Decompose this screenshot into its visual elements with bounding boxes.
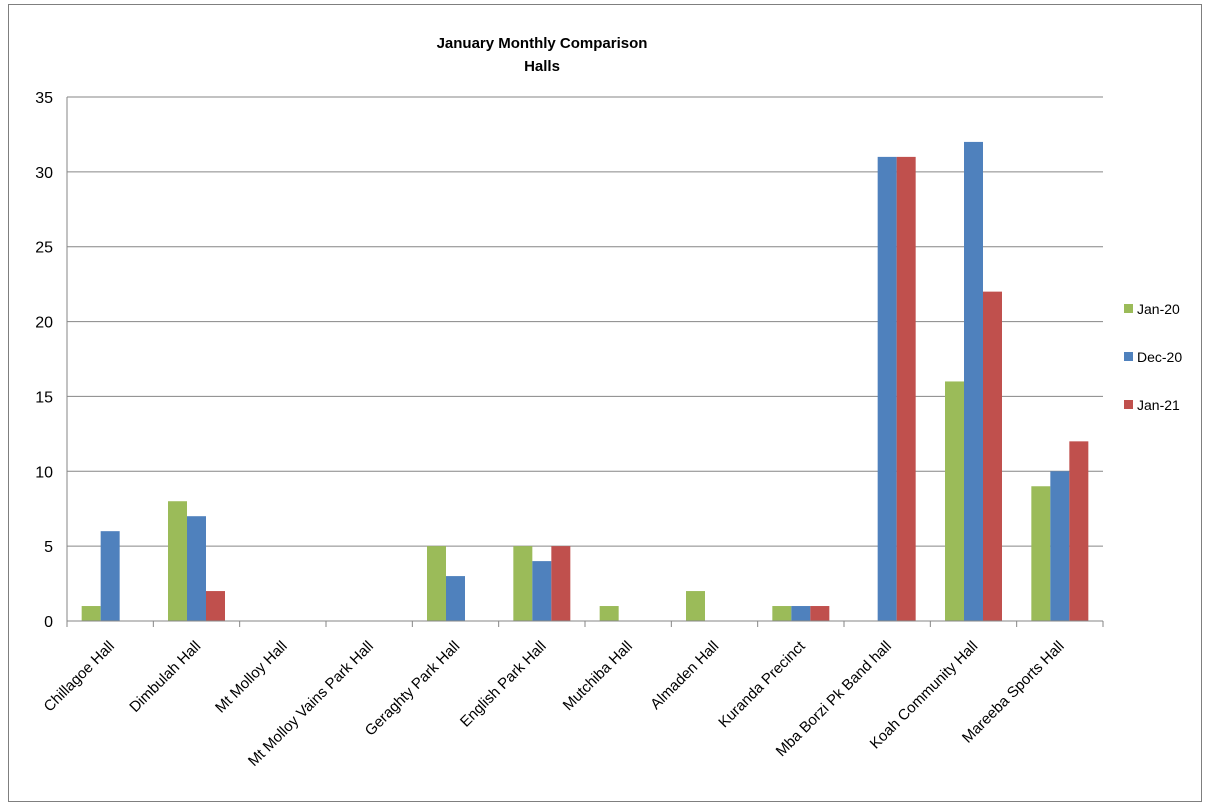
chart-subtitle: Halls (524, 58, 560, 75)
chart-title: January Monthly Comparison (437, 35, 648, 52)
legend-label: Dec-20 (1137, 349, 1182, 365)
bar-jan-21 (810, 606, 830, 621)
bar-dec-20 (446, 576, 465, 621)
bar-jan-21 (206, 591, 225, 621)
x-axis-ticks: Chillagoe Hall Dimbulah Hall Mt Molloy Hal… (41, 637, 1068, 770)
bar-dec-20 (964, 141, 983, 621)
y-tick-label: 25 (35, 240, 53, 257)
legend-swatch (1124, 352, 1133, 361)
bar-dec-20 (791, 606, 811, 621)
x-tick-label: Chillagoe Hall (41, 638, 118, 715)
legend: Jan-20 Dec-20 Jan-21 (1124, 301, 1182, 413)
bar-jan-21 (983, 291, 1002, 621)
bar-jan-20 (168, 501, 187, 621)
bar-jan-21 (896, 156, 916, 621)
x-tick-label: Mutchiba Hall (560, 638, 636, 714)
bar-jan-20 (427, 546, 446, 621)
y-tick-label: 15 (35, 389, 53, 406)
x-tick-label: Kuranda Precinct (715, 637, 809, 731)
bar-jan-20 (81, 606, 101, 621)
axes (66, 97, 1104, 627)
bar-jan-20 (945, 381, 964, 621)
bar-jan-20 (686, 591, 705, 621)
y-tick-label: 30 (35, 165, 53, 182)
bar-jan-20 (1031, 486, 1051, 621)
y-axis-ticks: 0 5 10 15 20 25 30 35 (35, 90, 53, 631)
legend-swatch (1124, 304, 1133, 313)
bar-jan-20 (599, 606, 619, 621)
y-tick-label: 5 (44, 539, 53, 556)
y-tick-label: 20 (35, 315, 53, 332)
bar-dec-20 (877, 156, 897, 621)
y-tick-label: 0 (44, 614, 53, 631)
bar-jan-21 (1069, 441, 1089, 621)
y-tick-label: 10 (35, 464, 53, 481)
x-tick-label: Mt Molloy Hall (212, 638, 291, 717)
bars (81, 141, 1089, 621)
x-tick-label: Almaden Hall (647, 638, 722, 713)
bar-dec-20 (532, 561, 552, 621)
bar-dec-20 (1050, 471, 1070, 621)
x-tick-label: Geraghty Park Hall (362, 638, 464, 740)
chart-frame: January Monthly Comparison Halls 0 5 10 15 2… (8, 4, 1202, 802)
x-tick-label: English Park Hall (457, 638, 550, 731)
gridlines (67, 96, 1103, 622)
bar-jan-20 (513, 546, 533, 621)
legend-swatch (1124, 400, 1133, 409)
x-tick-label: Dimbulah Hall (126, 638, 204, 716)
legend-label: Jan-20 (1137, 301, 1180, 317)
bar-dec-20 (100, 531, 120, 621)
bar-jan-21 (551, 546, 571, 621)
bar-chart: January Monthly Comparison Halls 0 5 10 15 2… (35, 35, 1182, 770)
bar-dec-20 (187, 516, 206, 621)
bar-jan-20 (772, 606, 792, 621)
legend-label: Jan-21 (1137, 397, 1180, 413)
y-tick-label: 35 (35, 90, 53, 107)
